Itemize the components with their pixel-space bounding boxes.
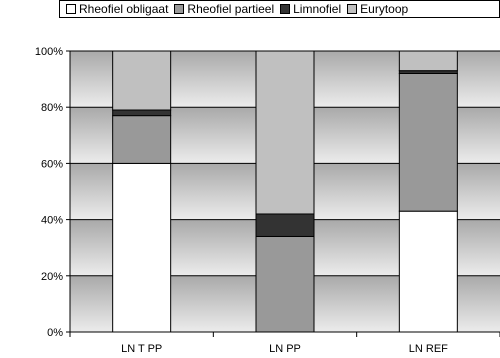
bar-segment-rheofiel-partieel bbox=[398, 72, 458, 212]
legend-swatch bbox=[347, 4, 358, 14]
legend-item-rheofiel-partieel: Rheofiel partieel bbox=[174, 2, 274, 16]
legend-label: Limnofiel bbox=[293, 2, 342, 16]
bar-segment-rheofiel-partieel bbox=[112, 115, 172, 164]
bar-segment-rheofiel-obligaat bbox=[112, 162, 172, 333]
bar-segment-limnofiel bbox=[112, 109, 172, 117]
legend-label: Eurytoop bbox=[360, 2, 409, 16]
legend-item-eurytoop: Eurytoop bbox=[347, 2, 408, 16]
y-tick-label: 0% bbox=[47, 327, 63, 339]
bar-segment-limnofiel bbox=[255, 213, 315, 237]
y-tick-label: 80% bbox=[41, 102, 63, 114]
y-tick-label: 40% bbox=[41, 215, 63, 227]
x-tick-label: LN REF bbox=[409, 343, 448, 355]
bar-segment-rheofiel-obligaat bbox=[398, 210, 458, 333]
bar-segment-rheofiel-partieel bbox=[255, 235, 315, 333]
bar-segment-eurytoop bbox=[255, 50, 315, 215]
legend-swatch bbox=[280, 4, 291, 14]
axes-group: 0% 20% 40% 60% 80% 100% LN T PP LN PP LN REF bbox=[35, 46, 500, 355]
legend-item-limnofiel: Limnofiel bbox=[280, 2, 341, 16]
y-tick-label: 20% bbox=[41, 271, 63, 283]
x-tick-label: LN T PP bbox=[121, 343, 162, 355]
legend-item-rheofiel-obligaat: Rheofiel obligaat bbox=[66, 2, 168, 16]
y-tick-label: 100% bbox=[35, 46, 63, 58]
legend-swatch bbox=[174, 4, 185, 14]
legend-label: Rheofiel partieel bbox=[187, 2, 275, 16]
x-tick-label: LN PP bbox=[269, 343, 301, 355]
legend-label: Rheofiel obligaat bbox=[79, 2, 169, 16]
legend: Rheofiel obligaat Rheofiel partieel Limn… bbox=[59, 0, 500, 18]
bar-segment-eurytoop bbox=[398, 50, 458, 72]
bar-segment-eurytoop bbox=[112, 50, 172, 111]
y-tick-label: 60% bbox=[41, 158, 63, 170]
legend-swatch bbox=[66, 4, 76, 14]
bars-group bbox=[112, 50, 458, 333]
